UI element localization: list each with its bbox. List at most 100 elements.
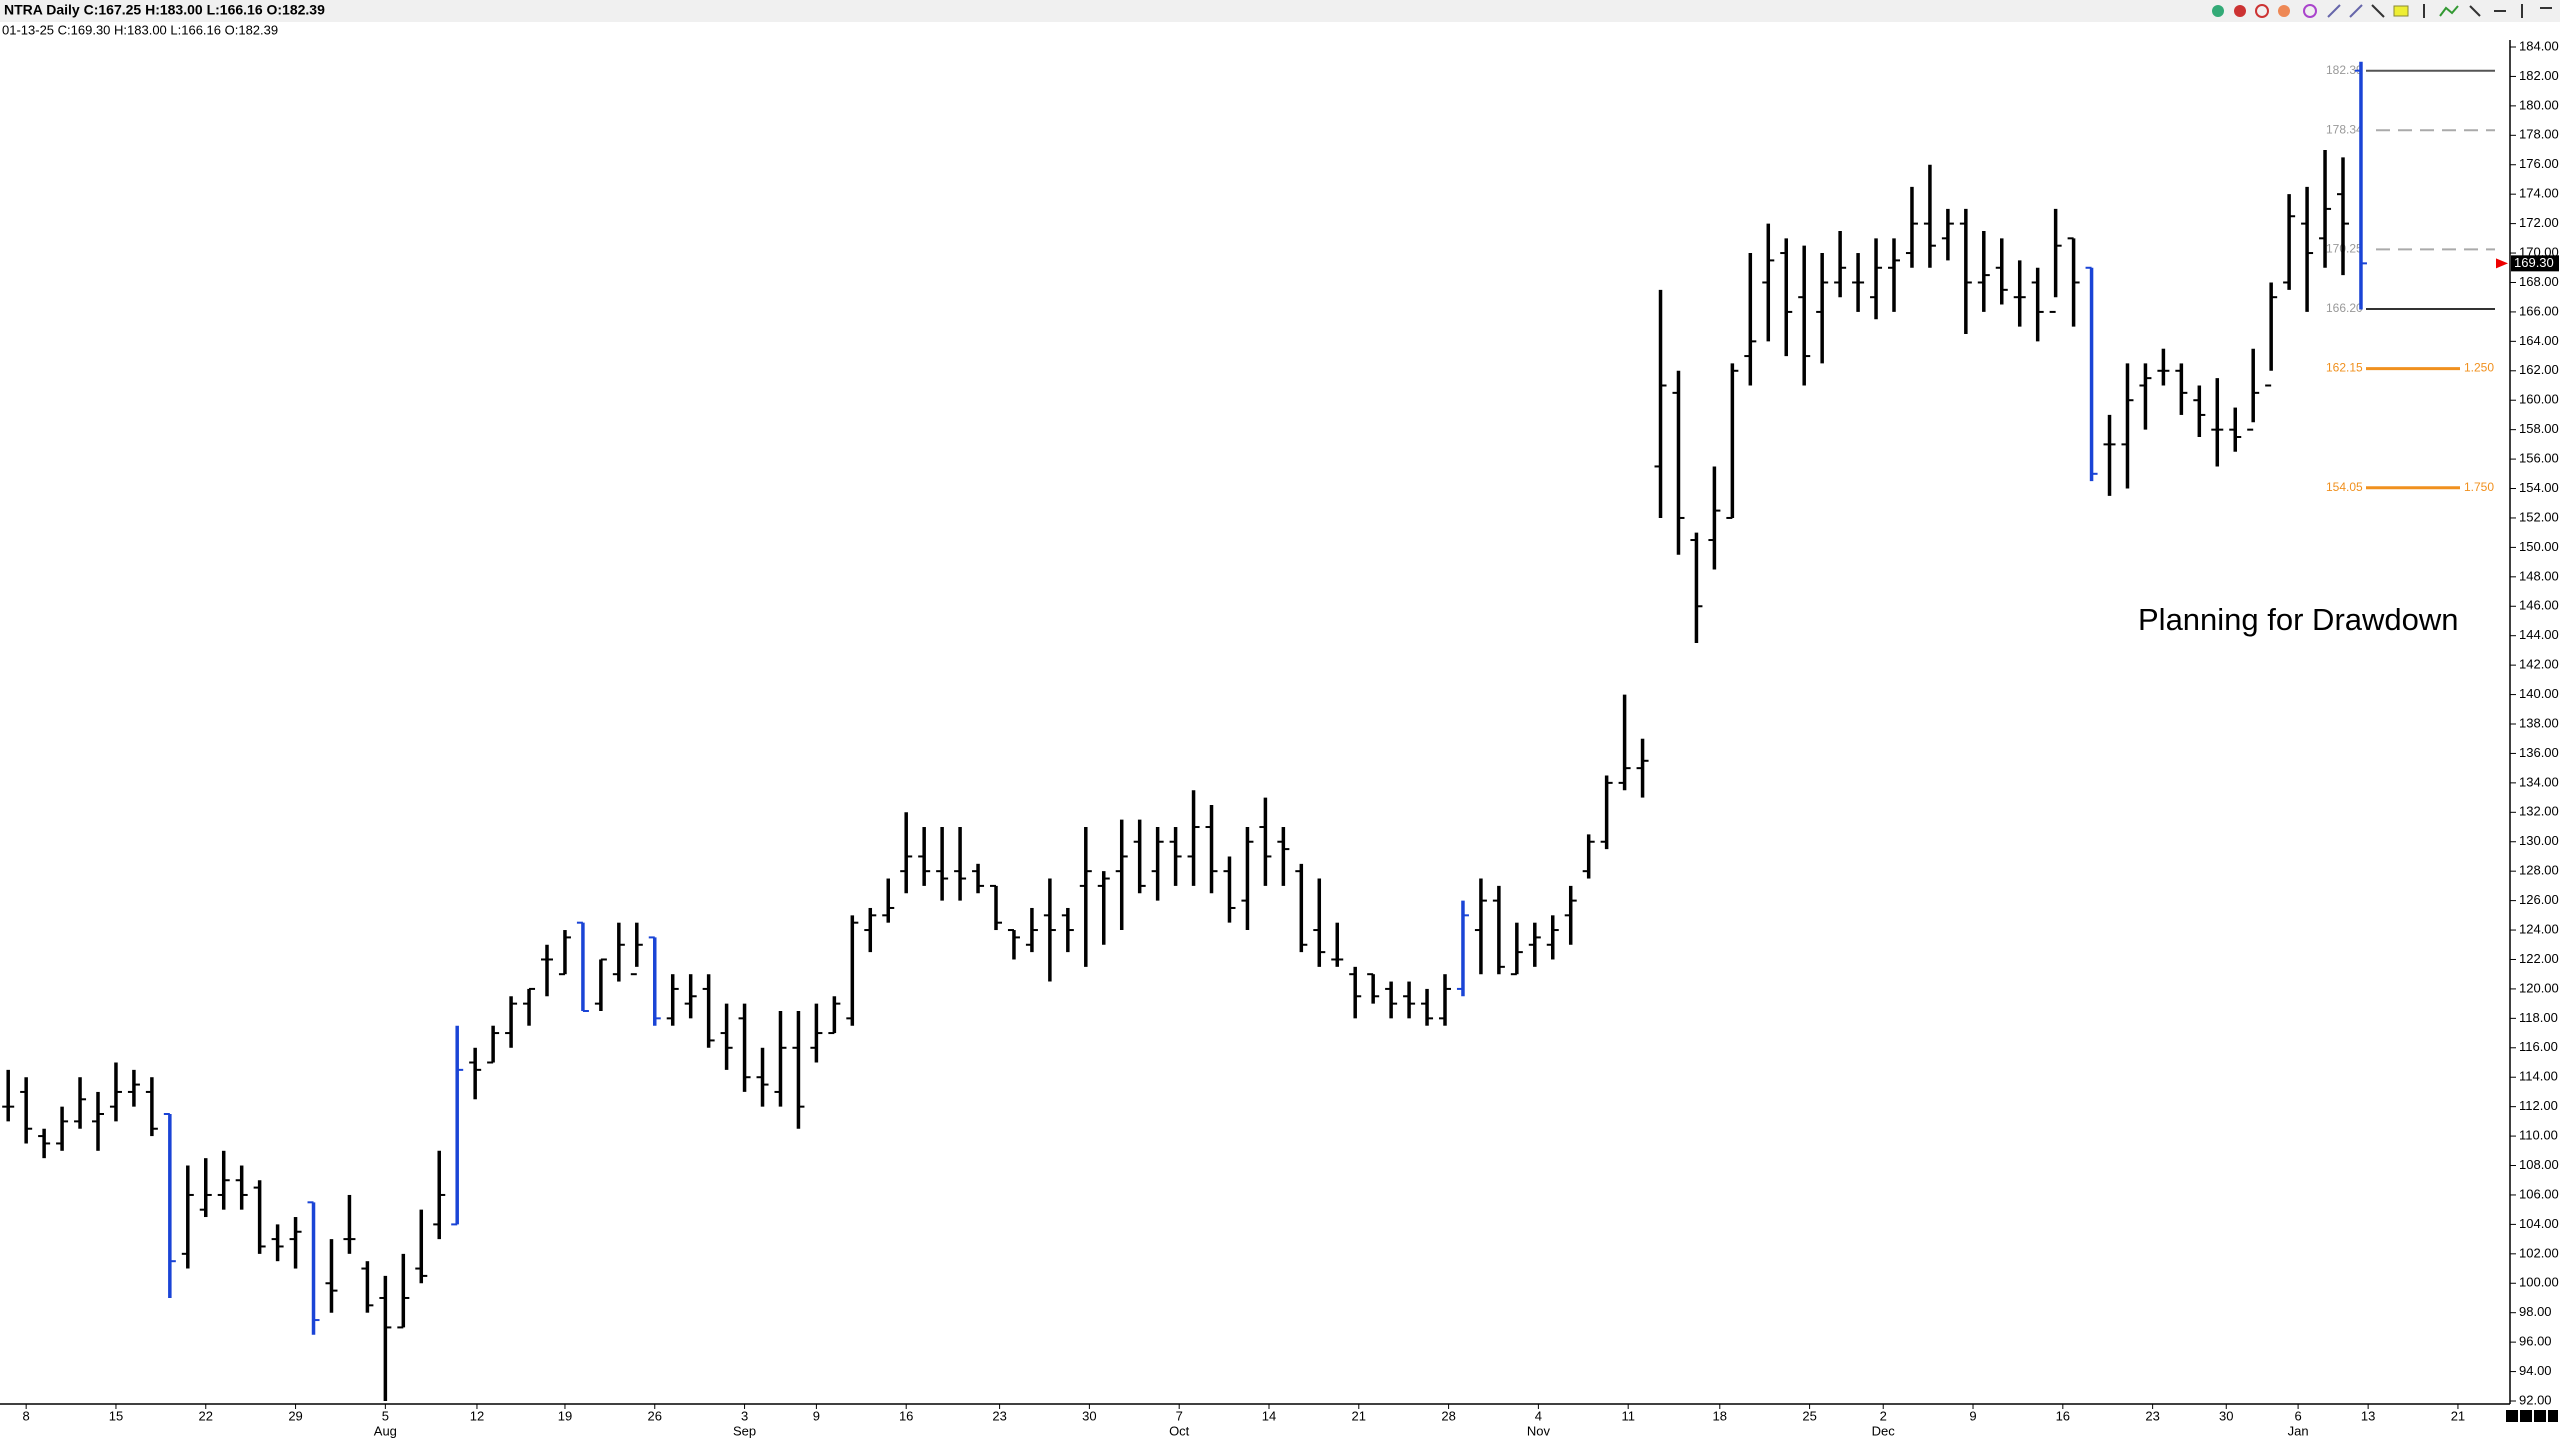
y-tick-label: 134.00 [2519, 774, 2559, 789]
x-tick-label: 16 [899, 1408, 913, 1423]
x-tick-label: 29 [288, 1408, 302, 1423]
x-tick-label: 30 [1082, 1408, 1096, 1423]
y-tick-label: 182.00 [2519, 68, 2559, 83]
y-tick-label: 114.00 [2519, 1069, 2558, 1084]
y-tick-label: 164.00 [2519, 333, 2559, 348]
y-tick-label: 98.00 [2519, 1304, 2552, 1319]
y-tick-label: 102.00 [2519, 1245, 2559, 1260]
tool-icon[interactable] [2303, 4, 2317, 18]
scroll-block[interactable] [2548, 1410, 2558, 1422]
annotation: Planning for Drawdown [2138, 602, 2459, 637]
y-tick-label: 158.00 [2519, 421, 2559, 436]
y-tick-label: 106.00 [2519, 1186, 2559, 1201]
tool-icon[interactable] [2327, 4, 2341, 18]
level-label: 182.39 [2326, 63, 2363, 77]
x-tick-label: 25 [1802, 1408, 1816, 1423]
x-month-label: Jan [2288, 1423, 2309, 1438]
x-tick-label: 9 [1969, 1408, 1976, 1423]
y-tick-label: 108.00 [2519, 1157, 2559, 1172]
scroll-block[interactable] [2534, 1410, 2546, 1422]
y-tick-label: 112.00 [2519, 1098, 2558, 1113]
tool-icon[interactable] [2371, 4, 2385, 18]
scroll-block[interactable] [2520, 1410, 2532, 1422]
x-tick-label: 11 [1621, 1408, 1635, 1423]
y-tick-label: 154.00 [2519, 480, 2559, 495]
y-tick-label: 96.00 [2519, 1334, 2552, 1349]
x-month-label: Nov [1527, 1423, 1551, 1438]
y-tick-label: 130.00 [2519, 833, 2559, 848]
tool-icon[interactable] [2349, 4, 2363, 18]
y-tick-label: 150.00 [2519, 539, 2559, 554]
x-tick-label: 4 [1535, 1408, 1542, 1423]
x-tick-label: 14 [1262, 1408, 1276, 1423]
y-tick-label: 92.00 [2519, 1392, 2552, 1407]
x-tick-label: 8 [23, 1408, 30, 1423]
x-tick-label: 23 [992, 1408, 1006, 1423]
y-tick-label: 100.00 [2519, 1275, 2559, 1290]
x-month-label: Oct [1169, 1423, 1190, 1438]
x-tick-label: 22 [199, 1408, 213, 1423]
x-tick-label: 13 [2361, 1408, 2375, 1423]
chart-title: NTRA Daily C:167.25 H:183.00 L:166.16 O:… [4, 2, 325, 18]
tool-icon[interactable] [2255, 4, 2269, 18]
tool-icon[interactable] [2278, 5, 2290, 17]
header-bar [0, 0, 2560, 22]
level-label: 162.15 [2326, 361, 2363, 375]
y-tick-label: 94.00 [2519, 1363, 2552, 1378]
x-tick-label: 21 [2451, 1408, 2465, 1423]
level-ratio-label: 1.750 [2464, 480, 2494, 494]
y-tick-label: 116.00 [2519, 1039, 2558, 1054]
y-tick-label: 148.00 [2519, 568, 2559, 583]
x-tick-label: 15 [109, 1408, 123, 1423]
scroll-block[interactable] [2506, 1410, 2518, 1422]
x-month-label: Aug [374, 1423, 397, 1438]
x-tick-label: 28 [1441, 1408, 1455, 1423]
x-tick-label: 2 [1880, 1408, 1887, 1423]
tool-icon[interactable] [2393, 5, 2409, 17]
tool-icon[interactable] [2234, 5, 2246, 17]
x-tick-label: 18 [1713, 1408, 1727, 1423]
level-label: 154.05 [2326, 480, 2363, 494]
y-tick-label: 132.00 [2519, 804, 2559, 819]
y-tick-label: 162.00 [2519, 362, 2559, 377]
y-tick-label: 168.00 [2519, 274, 2559, 289]
x-tick-label: 30 [2219, 1408, 2233, 1423]
y-tick-label: 172.00 [2519, 215, 2559, 230]
y-tick-label: 140.00 [2519, 686, 2559, 701]
y-tick-label: 120.00 [2519, 980, 2559, 995]
y-tick-label: 156.00 [2519, 451, 2559, 466]
x-tick-label: 3 [741, 1408, 748, 1423]
y-tick-label: 104.00 [2519, 1216, 2559, 1231]
x-tick-label: 23 [2145, 1408, 2159, 1423]
x-month-label: Dec [1872, 1423, 1896, 1438]
x-tick-label: 6 [2294, 1408, 2301, 1423]
level-label: 166.20 [2326, 301, 2363, 315]
y-tick-label: 184.00 [2519, 38, 2559, 53]
tool-icon[interactable] [2212, 5, 2224, 17]
y-tick-label: 174.00 [2519, 186, 2559, 201]
tool-icon[interactable] [2469, 5, 2481, 17]
y-tick-label: 176.00 [2519, 156, 2559, 171]
y-tick-label: 126.00 [2519, 892, 2559, 907]
x-month-label: Sep [733, 1423, 756, 1438]
y-tick-label: 152.00 [2519, 509, 2559, 524]
price-arrow [2496, 258, 2508, 269]
y-tick-label: 138.00 [2519, 715, 2559, 730]
y-tick-label: 160.00 [2519, 392, 2559, 407]
y-tick-label: 144.00 [2519, 627, 2559, 642]
y-tick-label: 180.00 [2519, 97, 2559, 112]
chart-subtitle: 01-13-25 C:169.30 H:183.00 L:166.16 O:18… [2, 22, 278, 37]
tool-icon[interactable] [2439, 5, 2459, 17]
scroll-indicator[interactable] [2506, 1410, 2558, 1422]
y-tick-label: 110.00 [2519, 1128, 2558, 1143]
x-tick-label: 16 [2056, 1408, 2070, 1423]
x-tick-label: 5 [382, 1408, 389, 1423]
price-box [2511, 255, 2559, 272]
y-tick-label: 124.00 [2519, 921, 2559, 936]
toolbar[interactable] [2212, 4, 2552, 18]
level-label: 178.34 [2326, 122, 2363, 136]
x-tick-label: 7 [1176, 1408, 1183, 1423]
level-ratio-label: 1.250 [2464, 361, 2494, 375]
y-tick-label: 166.00 [2519, 303, 2559, 318]
